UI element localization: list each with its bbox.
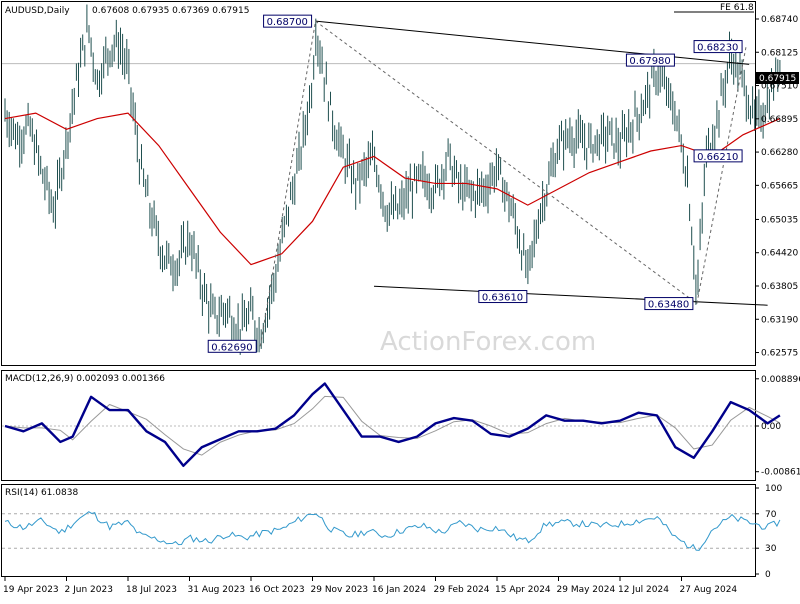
rsi-tick-label: 0 bbox=[765, 570, 771, 580]
fibo-label: FE 61.8 bbox=[720, 3, 754, 13]
pivot-label: 0.68230 bbox=[693, 40, 743, 54]
pivot-box bbox=[693, 40, 743, 54]
price-tick-label: 0.65665 bbox=[761, 181, 798, 191]
pivot-label: 0.62690 bbox=[207, 339, 257, 353]
pivot-label: 0.68700 bbox=[263, 14, 313, 28]
price-panel bbox=[1, 1, 756, 366]
chart-symbol: AUDUSD,Daily bbox=[5, 6, 70, 16]
x-tick-label: 31 Aug 2023 bbox=[188, 585, 246, 595]
current-price-label: 0.67915 bbox=[759, 74, 796, 84]
x-tick-label: 29 May 2024 bbox=[557, 585, 616, 595]
rsi-panel bbox=[1, 484, 756, 577]
x-tick-label: 15 Apr 2024 bbox=[495, 585, 551, 595]
x-tick-label: 19 Apr 2023 bbox=[3, 585, 59, 595]
watermark: ActionForex.com bbox=[380, 327, 596, 357]
price-tick-label: 0.62575 bbox=[761, 349, 798, 359]
pivot-label: 0.66210 bbox=[693, 149, 743, 163]
macd-tick-label: 0.00 bbox=[761, 422, 781, 432]
price-tick-label: 0.67510 bbox=[761, 82, 798, 92]
x-tick-label: 16 Oct 2023 bbox=[249, 585, 305, 595]
x-axis: 19 Apr 2023 2 Jun 2023 18 Jul 2023 31 Aug 2… bbox=[3, 577, 737, 595]
dashed-trendline bbox=[696, 46, 747, 304]
moving-average-line bbox=[4, 112, 781, 266]
pivot-labels: 0.68700 0.68230 0.67980 0.66210 0.63610 0.634… bbox=[207, 14, 743, 353]
pivot-box bbox=[207, 339, 257, 353]
pivot-value: 0.67980 bbox=[629, 56, 670, 67]
rsi-axis: 100 70 30 0 bbox=[755, 484, 782, 580]
pivot-value: 0.63480 bbox=[648, 300, 689, 311]
rsi-tick-label: 30 bbox=[765, 544, 777, 554]
pivot-value: 0.68700 bbox=[267, 17, 308, 28]
price-tick-label: 0.65035 bbox=[761, 215, 798, 225]
pivot-label: 0.67980 bbox=[625, 53, 675, 67]
macd-tick-label: 0.008896 bbox=[761, 375, 800, 385]
rsi-tick-label: 70 bbox=[765, 510, 777, 520]
rsi-label: RSI(14) 61.0838 bbox=[5, 488, 78, 498]
price-tick-label: 0.63190 bbox=[761, 315, 798, 325]
price-axis: 0.68740 0.68125 0.67510 0.66895 0.66280 0.656… bbox=[755, 15, 798, 359]
pivot-value: 0.66210 bbox=[697, 152, 738, 163]
ma-path bbox=[4, 112, 781, 266]
price-tick-label: 0.68740 bbox=[761, 15, 798, 25]
dashed-trendline bbox=[315, 20, 698, 304]
pivot-label: 0.63610 bbox=[478, 290, 528, 304]
rsi-tick-label: 100 bbox=[765, 484, 782, 494]
macd-lines bbox=[2, 382, 781, 467]
x-tick-label: 29 Nov 2023 bbox=[311, 585, 369, 595]
pivot-box bbox=[693, 149, 743, 163]
x-tick-label: 12 Jul 2024 bbox=[618, 585, 669, 595]
price-tick-label: 0.66280 bbox=[761, 148, 798, 158]
pivot-box bbox=[625, 53, 675, 67]
dashed-trendline bbox=[259, 21, 317, 347]
macd-tick-label: -0.008612 bbox=[761, 468, 800, 478]
rsi-path bbox=[4, 511, 781, 551]
macd-main-line bbox=[4, 382, 781, 467]
trendline bbox=[315, 20, 750, 65]
price-bars bbox=[4, 4, 781, 355]
pivot-value: 0.62690 bbox=[211, 342, 252, 353]
current-price-marker: 0.67915 bbox=[756, 72, 799, 84]
x-tick-label: 27 Aug 2024 bbox=[680, 585, 738, 595]
pivot-value: 0.63610 bbox=[482, 293, 523, 304]
pivot-box bbox=[644, 297, 694, 311]
x-tick-label: 16 Jan 2024 bbox=[372, 585, 426, 595]
x-tick-label: 29 Feb 2024 bbox=[434, 585, 490, 595]
x-tick-label: 2 Jun 2023 bbox=[65, 585, 113, 595]
pivot-box bbox=[263, 14, 313, 28]
macd-label: MACD(12,26,9) 0.002093 0.001366 bbox=[5, 374, 165, 384]
pivot-value: 0.68230 bbox=[697, 43, 738, 54]
price-tick-label: 0.66895 bbox=[761, 115, 798, 125]
pivot-box bbox=[478, 290, 528, 304]
price-tick-label: 0.68125 bbox=[761, 48, 798, 58]
chart-ohlc: 0.67608 0.67935 0.67369 0.67915 bbox=[92, 6, 249, 16]
price-tick-label: 0.63805 bbox=[761, 282, 798, 292]
price-tick-label: 0.64420 bbox=[761, 249, 798, 259]
trendlines bbox=[259, 20, 768, 347]
x-tick-label: 18 Jul 2023 bbox=[126, 585, 177, 595]
pivot-label: 0.63480 bbox=[644, 297, 694, 311]
trendline bbox=[373, 285, 768, 306]
macd-axis: 0.008896 0.00 -0.008612 bbox=[755, 375, 800, 478]
rsi-line bbox=[2, 511, 781, 551]
